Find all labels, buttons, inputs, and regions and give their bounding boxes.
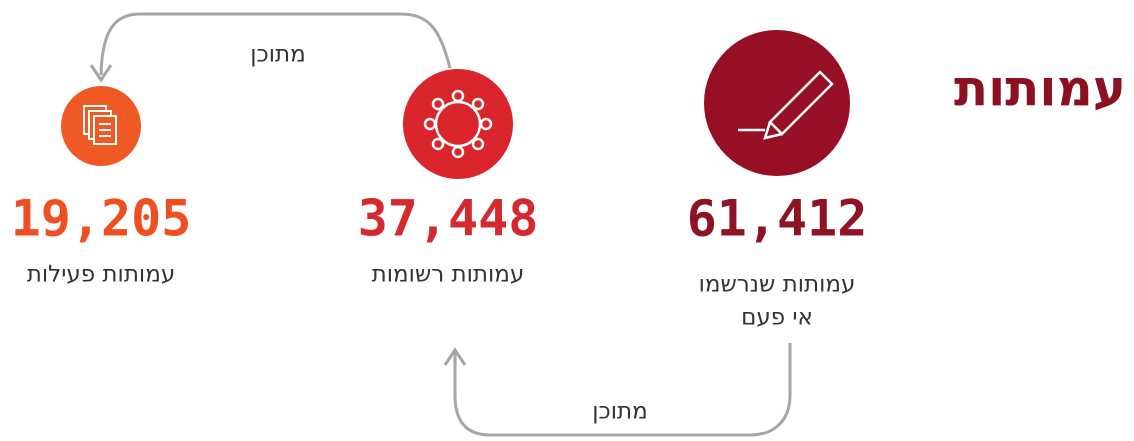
stat-number: 37,448: [358, 190, 539, 248]
stat-label: עמותות שנרשמו: [699, 272, 856, 298]
icon-circle: [403, 69, 513, 179]
molecule-icon: [423, 89, 493, 159]
stat-number: 61,412: [687, 190, 868, 248]
arrow-head: [443, 347, 467, 366]
pencil-icon: [738, 70, 834, 140]
arrow-label: מתוכן: [592, 399, 647, 425]
icon-circle: [704, 30, 850, 176]
arrow: [99, 12, 452, 76]
stat-label: אי פעם: [741, 305, 813, 331]
stat-label: עמותות פעילות: [27, 262, 175, 288]
arrow-label: מתוכן: [250, 42, 305, 68]
stat-label: עמותות רשומות: [372, 262, 525, 288]
documents-icon: [83, 105, 117, 145]
arrow-head: [89, 64, 113, 83]
stat-number: 19,205: [11, 190, 192, 248]
arrow: [453, 343, 792, 437]
title: עמותות: [954, 60, 1126, 118]
